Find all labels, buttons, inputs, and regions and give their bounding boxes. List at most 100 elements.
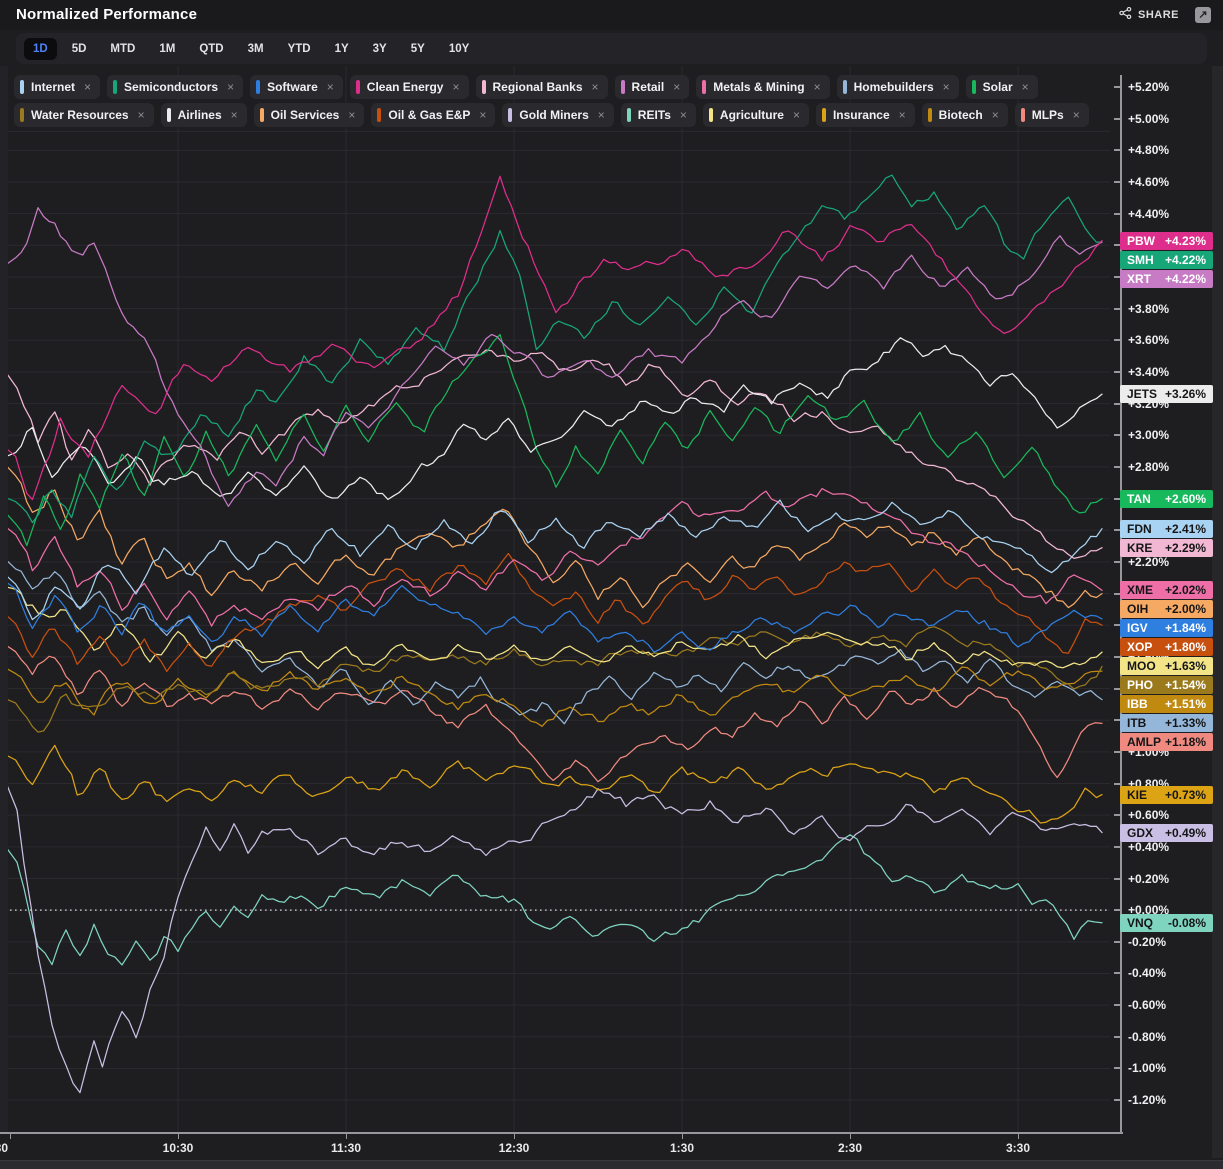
- chip-label: Clean Energy: [366, 80, 444, 94]
- y-tick-label: -0.80%: [1128, 1029, 1167, 1044]
- badge-change-percent: +0.49%: [1164, 825, 1206, 840]
- chip-close-icon[interactable]: ×: [813, 80, 821, 94]
- chip-close-icon[interactable]: ×: [898, 108, 906, 122]
- series-line-JETS: [0, 337, 1103, 501]
- chip-close-icon[interactable]: ×: [991, 108, 999, 122]
- badge-change-percent: +2.41%: [1164, 521, 1206, 536]
- chip-label: Regional Banks: [492, 80, 583, 94]
- range-button-3m[interactable]: 3M: [239, 38, 273, 60]
- expand-icon[interactable]: ↗: [1195, 7, 1211, 23]
- series-line-OIH: [0, 458, 1103, 609]
- chip-insurance[interactable]: Insurance ×: [815, 103, 915, 127]
- chip-software[interactable]: Software ×: [250, 75, 343, 99]
- chip-color-bar: [821, 108, 826, 122]
- badge-change-percent: +1.63%: [1164, 659, 1206, 674]
- y-tick-label: -0.20%: [1128, 934, 1167, 949]
- chip-regional-banks[interactable]: Regional Banks ×: [475, 75, 608, 99]
- range-button-10y[interactable]: 10Y: [440, 38, 478, 60]
- chip-homebuilders[interactable]: Homebuilders ×: [836, 75, 959, 99]
- chip-close-icon[interactable]: ×: [84, 80, 92, 94]
- chip-color-bar: [971, 80, 976, 94]
- chip-mlps[interactable]: MLPs ×: [1014, 103, 1089, 127]
- chip-label: Agriculture: [719, 108, 784, 122]
- chip-label: Biotech: [938, 108, 983, 122]
- chip-metals-mining[interactable]: Metals & Mining ×: [696, 75, 830, 99]
- badge-ticker: IGV: [1127, 621, 1148, 636]
- chip-water-resources[interactable]: Water Resources ×: [14, 103, 154, 127]
- chip-close-icon[interactable]: ×: [326, 80, 334, 94]
- chip-internet[interactable]: Internet ×: [14, 75, 101, 99]
- chip-close-icon[interactable]: ×: [452, 80, 460, 94]
- chip-close-icon[interactable]: ×: [673, 80, 681, 94]
- range-button-5y[interactable]: 5Y: [402, 38, 434, 60]
- share-button[interactable]: SHARE: [1119, 6, 1179, 22]
- range-button-3y[interactable]: 3Y: [364, 38, 396, 60]
- ticker-badge-OIH: OIH +2.00%: [1120, 600, 1213, 619]
- chip-clean-energy[interactable]: Clean Energy ×: [349, 75, 469, 99]
- y-tick-label: -0.60%: [1128, 998, 1167, 1013]
- chip-retail[interactable]: Retail ×: [614, 75, 690, 99]
- chip-oil-services[interactable]: Oil Services ×: [253, 103, 365, 127]
- series-line-FDN: [0, 499, 1103, 621]
- y-tick-label: +2.20%: [1128, 554, 1170, 569]
- y-tick-mark: [1114, 560, 1120, 563]
- chip-color-bar: [842, 80, 847, 94]
- x-tick-mark: [682, 1134, 683, 1139]
- series-line-IGV: [0, 577, 1103, 653]
- range-button-ytd[interactable]: YTD: [279, 38, 320, 60]
- chip-reits[interactable]: REITs ×: [620, 103, 696, 127]
- series-line-TAN: [0, 333, 1103, 547]
- chip-biotech[interactable]: Biotech ×: [921, 103, 1008, 127]
- chip-label: Homebuilders: [853, 80, 934, 94]
- range-button-5d[interactable]: 5D: [63, 38, 96, 60]
- range-button-1m[interactable]: 1M: [150, 38, 184, 60]
- x-tick-label: 9:30: [0, 1141, 9, 1155]
- performance-line-chart: [0, 66, 1110, 1133]
- x-tick-mark: [850, 1134, 851, 1139]
- y-tick-label: -0.40%: [1128, 966, 1167, 981]
- chip-close-icon[interactable]: ×: [230, 108, 238, 122]
- chip-color-bar: [377, 108, 382, 122]
- chip-oil-gas-e-p[interactable]: Oil & Gas E&P ×: [371, 103, 496, 127]
- chip-close-icon[interactable]: ×: [227, 80, 235, 94]
- y-tick-mark: [1114, 687, 1120, 690]
- badge-change-percent: +1.33%: [1164, 716, 1206, 731]
- chip-agriculture[interactable]: Agriculture ×: [702, 103, 809, 127]
- badge-ticker: XOP: [1127, 640, 1153, 655]
- y-tick-label: +0.40%: [1128, 839, 1170, 854]
- chip-close-icon[interactable]: ×: [1021, 80, 1029, 94]
- chip-close-icon[interactable]: ×: [679, 108, 687, 122]
- chip-close-icon[interactable]: ×: [1072, 108, 1080, 122]
- chip-close-icon[interactable]: ×: [792, 108, 800, 122]
- chip-solar[interactable]: Solar ×: [965, 75, 1038, 99]
- chip-label: Gold Miners: [519, 108, 589, 122]
- chip-gold-miners[interactable]: Gold Miners ×: [502, 103, 614, 127]
- badge-change-percent: +4.22%: [1164, 271, 1206, 286]
- range-button-qtd[interactable]: QTD: [190, 38, 232, 60]
- range-button-1y[interactable]: 1Y: [326, 38, 358, 60]
- x-tick-mark: [1018, 1134, 1019, 1139]
- chip-semiconductors[interactable]: Semiconductors ×: [107, 75, 244, 99]
- chip-close-icon[interactable]: ×: [597, 108, 605, 122]
- chip-close-icon[interactable]: ×: [591, 80, 599, 94]
- series-line-KRE: [0, 349, 1103, 560]
- x-tick-mark: [514, 1134, 515, 1139]
- badge-ticker: IBB: [1127, 697, 1148, 712]
- chip-close-icon[interactable]: ×: [942, 80, 950, 94]
- chip-color-bar: [481, 80, 486, 94]
- range-button-1d[interactable]: 1D: [24, 37, 57, 60]
- ticker-badge-PHO: PHO +1.54%: [1120, 676, 1213, 695]
- series-line-SMH: [0, 174, 1103, 524]
- chip-airlines[interactable]: Airlines ×: [160, 103, 247, 127]
- x-tick-label: 1:30: [669, 1141, 695, 1155]
- chip-close-icon[interactable]: ×: [348, 108, 356, 122]
- chip-label: Insurance: [832, 108, 890, 122]
- chip-close-icon[interactable]: ×: [479, 108, 487, 122]
- y-tick-mark: [1114, 212, 1120, 215]
- badge-ticker: MOO: [1127, 659, 1156, 674]
- series-line-IBB: [0, 664, 1103, 727]
- chip-close-icon[interactable]: ×: [137, 108, 145, 122]
- chip-label: Solar: [982, 80, 1013, 94]
- ticker-badge-XME: XME +2.02%: [1120, 581, 1213, 600]
- range-button-mtd[interactable]: MTD: [101, 38, 144, 60]
